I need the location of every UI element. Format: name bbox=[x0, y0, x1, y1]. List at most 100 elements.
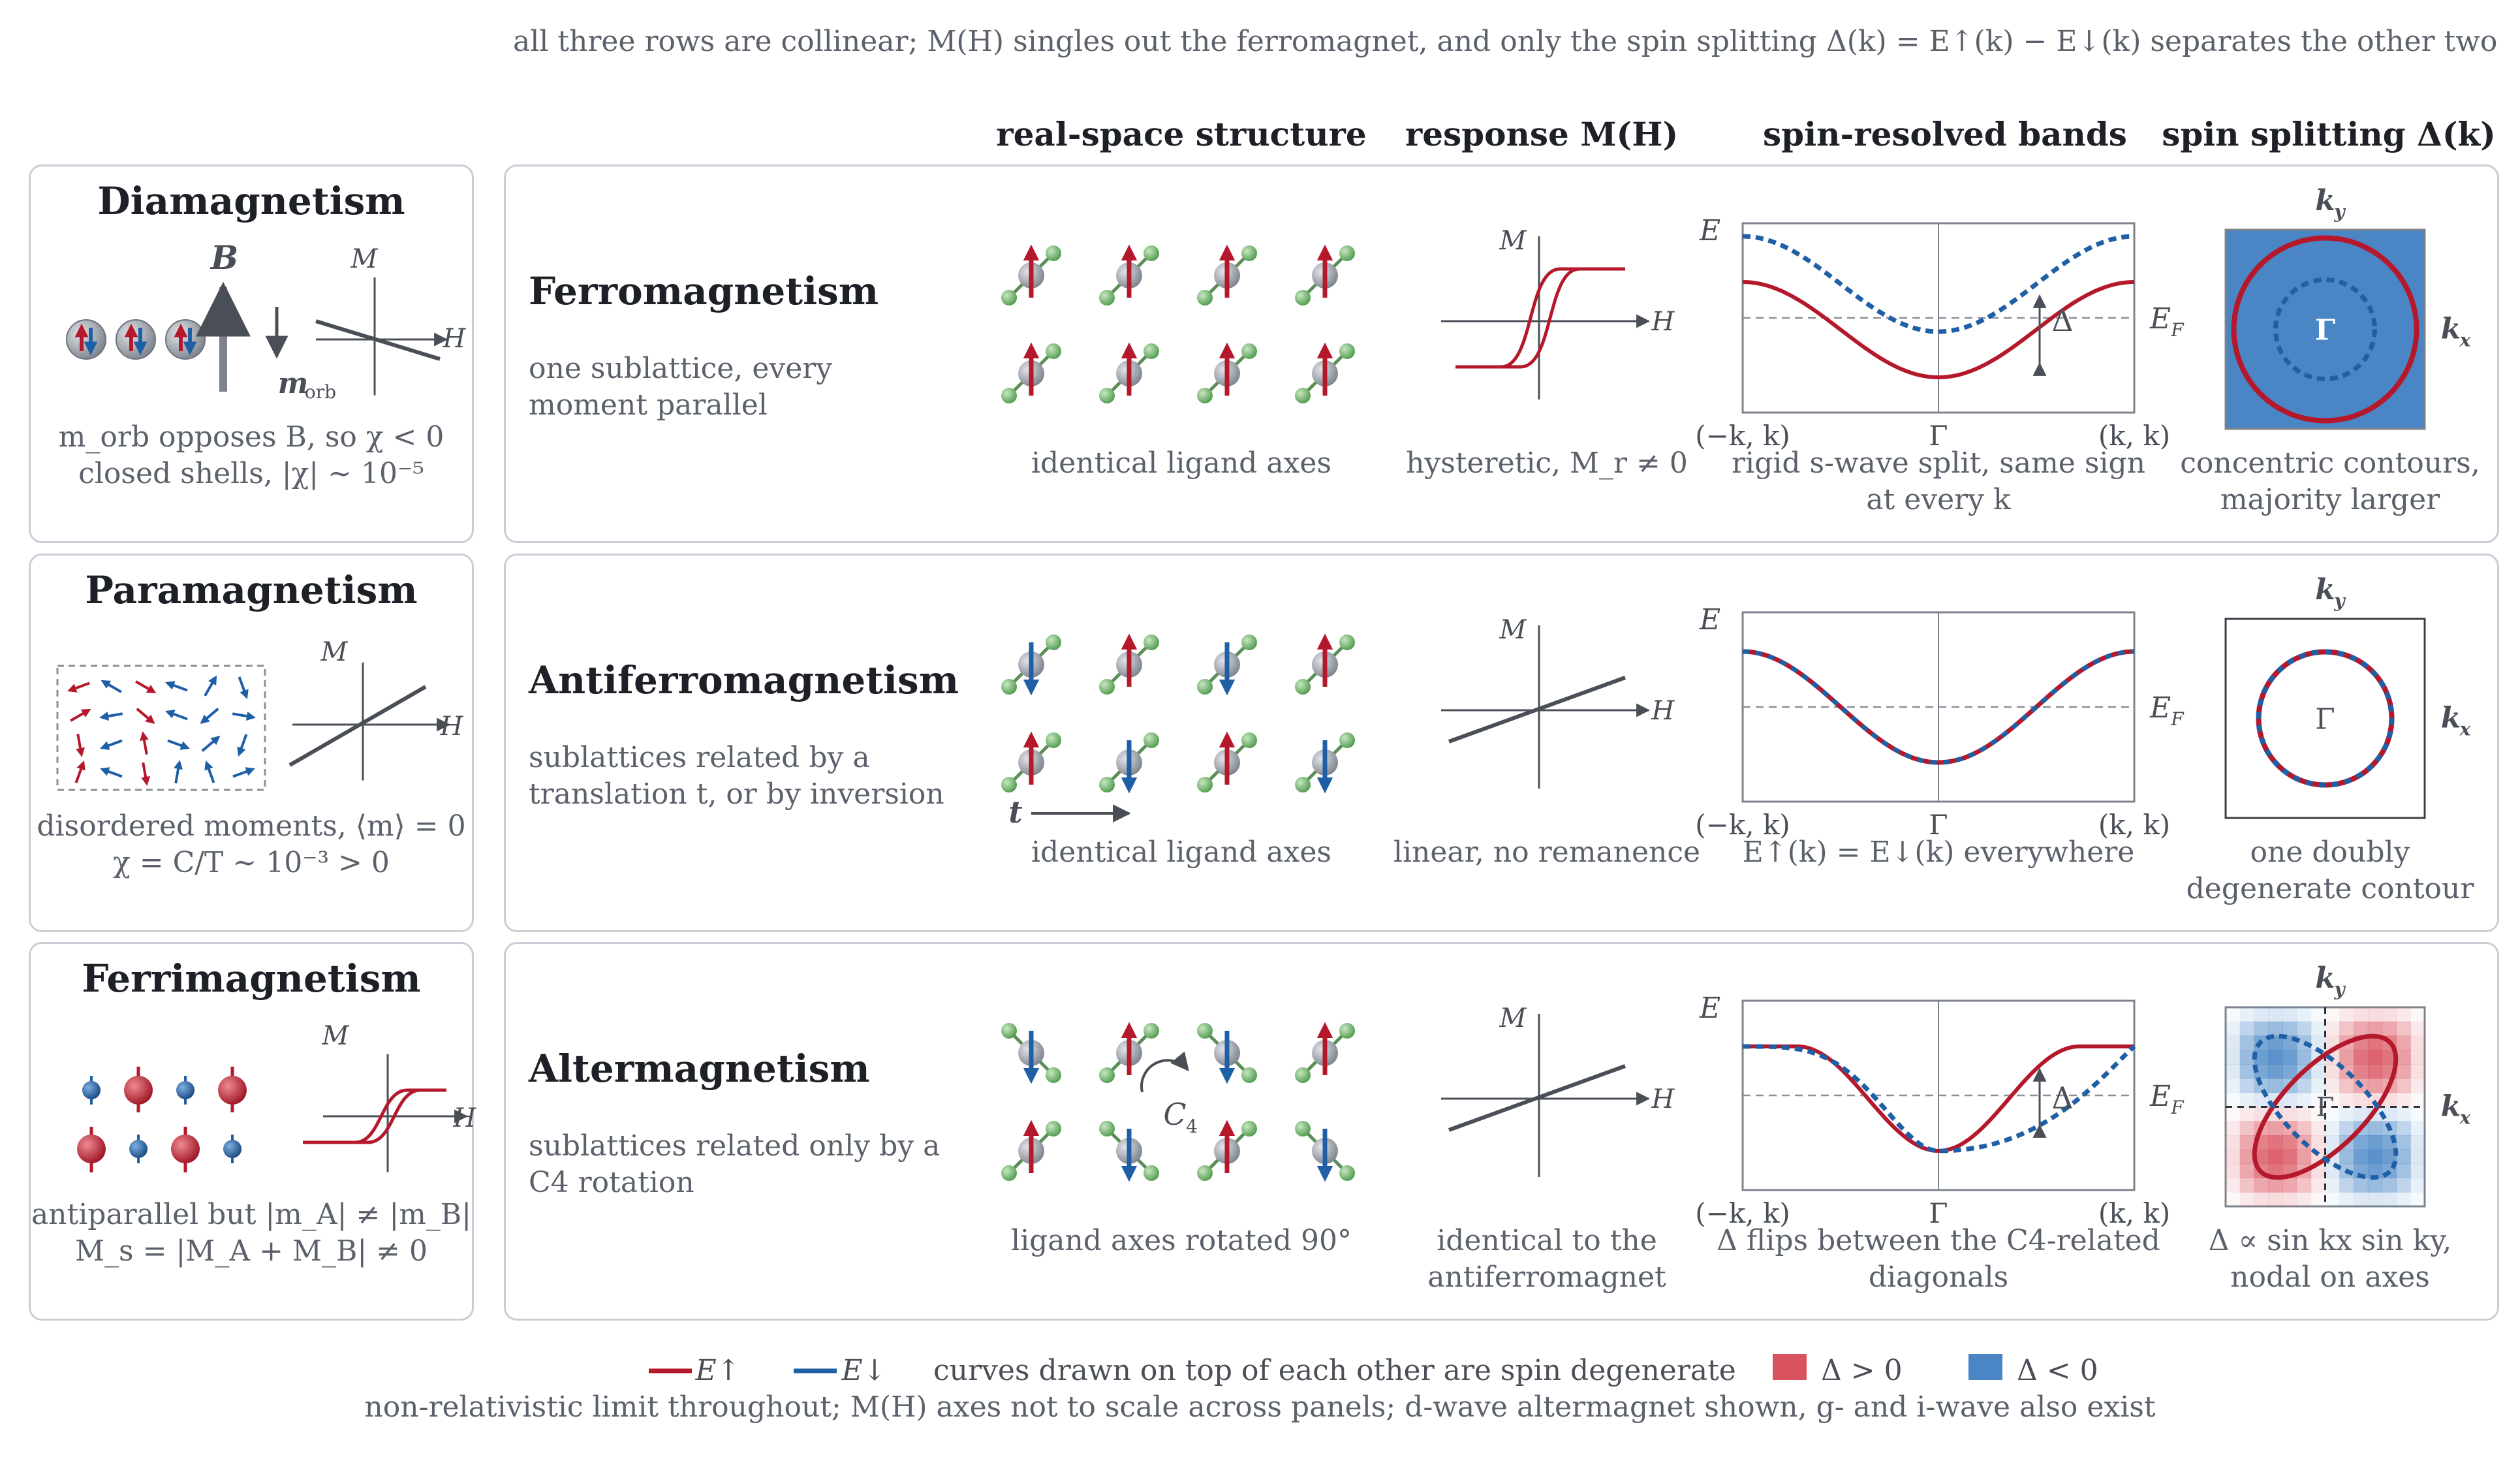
sublattice-b-atom bbox=[223, 1140, 241, 1158]
k-mid-label: Γ bbox=[1929, 1197, 1948, 1229]
legend-pos-swatch bbox=[1773, 1354, 1807, 1380]
bands-caption-1: E↑(k) = E↓(k) everywhere bbox=[1742, 836, 2135, 869]
structure-site-ligand bbox=[1046, 1067, 1061, 1083]
bottom-note: non-relativistic limit throughout; M(H) … bbox=[364, 1390, 2156, 1424]
random-moment-arrow bbox=[100, 767, 123, 778]
splitting-cell bbox=[2239, 1035, 2255, 1050]
splitting-cell bbox=[2296, 1050, 2312, 1065]
splitting-cell bbox=[2410, 1178, 2425, 1193]
kx-subscript: x bbox=[2459, 330, 2471, 351]
structure-site-ligand bbox=[1001, 1165, 1017, 1181]
response-caption-2: identical to the antiferromagnet bbox=[1427, 1224, 1666, 1294]
k-left-label: (−k, k) bbox=[1695, 809, 1790, 841]
structure-caption-0: identical ligand axes bbox=[1031, 447, 1331, 480]
structure-caption-2: ligand axes rotated 90° bbox=[1011, 1224, 1352, 1257]
hysteresis-branch-b bbox=[1455, 267, 1625, 369]
splitting-cell bbox=[2339, 1021, 2354, 1037]
kx-label: k bbox=[2441, 1090, 2461, 1123]
random-moment-arrow bbox=[204, 675, 217, 697]
energy-label: E bbox=[1699, 603, 1720, 636]
response-m-label: M bbox=[1499, 1003, 1527, 1033]
structure-site-ligand bbox=[1241, 245, 1257, 261]
translation-label: t bbox=[1008, 794, 1022, 830]
majority-contour bbox=[2231, 235, 2419, 424]
splitting-cell bbox=[2367, 1192, 2383, 1207]
splitting-cell bbox=[2226, 1050, 2241, 1065]
splitting-cell bbox=[2367, 1064, 2383, 1079]
para-h-label: H bbox=[440, 712, 464, 742]
splitting-cell bbox=[2410, 1007, 2425, 1022]
random-moment-arrow bbox=[174, 760, 183, 784]
structure-site-ligand bbox=[1339, 1023, 1355, 1039]
splitting-cell bbox=[2282, 1192, 2297, 1207]
column-header-3: spin splitting Δ(k) bbox=[2162, 115, 2496, 153]
delta-label: Δ bbox=[2051, 1080, 2073, 1116]
structure-1: t bbox=[1001, 633, 1355, 830]
sublattice-a-atom bbox=[77, 1135, 106, 1163]
structure-site-ligand bbox=[1046, 1121, 1061, 1137]
k-right-label: (k, k) bbox=[2098, 809, 2170, 841]
splitting-cell bbox=[2396, 1092, 2411, 1107]
splitting-cell bbox=[2282, 1021, 2297, 1037]
orb-subscript: orb bbox=[305, 381, 336, 403]
random-moment-arrow bbox=[135, 680, 157, 694]
structure-site-ligand bbox=[1143, 245, 1159, 261]
column-header-2: spin-resolved bands bbox=[1763, 115, 2127, 153]
response-caption-1: linear, no remanence bbox=[1393, 836, 1701, 869]
ferri-h-label: H bbox=[453, 1103, 477, 1133]
structure-site-ligand bbox=[1046, 732, 1061, 748]
left-panel-title-2: Ferrimagnetism bbox=[82, 956, 421, 1001]
legend-pos-label: Δ > 0 bbox=[1821, 1354, 1903, 1387]
splitting-cell bbox=[2268, 1135, 2283, 1150]
structure-site-ligand bbox=[1339, 343, 1355, 359]
splitting-cell bbox=[2382, 1192, 2397, 1207]
splitting-cell bbox=[2325, 1064, 2340, 1079]
splitting-cell bbox=[2382, 1178, 2397, 1193]
structure-site-ligand bbox=[1099, 777, 1115, 792]
ef-subscript: F bbox=[2170, 319, 2185, 341]
top-note: all three rows are collinear; M(H) singl… bbox=[513, 25, 2498, 58]
response-1: MH bbox=[1441, 615, 1675, 789]
k-mid-label: Γ bbox=[1929, 809, 1948, 841]
column-header-0: real-space structure bbox=[996, 115, 1367, 153]
splitting-cell bbox=[2396, 1163, 2411, 1178]
splitting-cell bbox=[2226, 1121, 2241, 1136]
splitting-cell bbox=[2268, 1050, 2283, 1065]
rotation-label: C bbox=[1163, 1097, 1186, 1132]
bands-0: EE F(−k, k) Γ (k, k)Δ bbox=[1695, 214, 2185, 452]
splitting-caption-2: Δ ∝ sin kx sin ky, nodal on axes bbox=[2208, 1224, 2452, 1294]
splitting-cell bbox=[2410, 1163, 2425, 1178]
random-moment-arrow bbox=[204, 761, 215, 783]
splitting-cell bbox=[2254, 1007, 2269, 1022]
splitting-cell bbox=[2226, 1106, 2241, 1122]
random-moment-arrow bbox=[232, 767, 255, 778]
splitting-cell bbox=[2367, 1078, 2383, 1093]
degenerate-contour-down bbox=[2256, 649, 2395, 788]
splitting-cell bbox=[2226, 1007, 2241, 1022]
dia-h-label: H bbox=[443, 324, 467, 354]
ky-label: k bbox=[2315, 573, 2335, 606]
response-h-label: H bbox=[1651, 307, 1675, 337]
left-panel-0 bbox=[29, 165, 474, 543]
splitting-cell bbox=[2354, 1007, 2369, 1022]
splitting-cell bbox=[2296, 1192, 2312, 1207]
splitting-cell bbox=[2226, 1035, 2241, 1050]
splitting-cell bbox=[2226, 1064, 2241, 1079]
splitting-cell bbox=[2325, 1106, 2340, 1122]
bands-caption-2: Δ flips between the C4-related diagonals bbox=[1717, 1224, 2160, 1294]
splitting-cell bbox=[2367, 1050, 2383, 1065]
splitting-cell bbox=[2339, 1121, 2354, 1136]
row-title-0: Ferromagnetism bbox=[529, 269, 879, 313]
splitting-cell bbox=[2226, 1135, 2241, 1150]
structure-0 bbox=[1001, 244, 1355, 403]
structure-site-ligand bbox=[1143, 343, 1159, 359]
left-panel-2 bbox=[29, 942, 474, 1321]
splitting-cell bbox=[2339, 1192, 2354, 1207]
splitting-cell bbox=[2410, 1149, 2425, 1165]
para-m-label: M bbox=[320, 637, 349, 667]
structure-site-ligand bbox=[1241, 1121, 1257, 1137]
splitting-cell bbox=[2226, 1192, 2241, 1207]
random-moment-arrow bbox=[99, 712, 123, 721]
splitting-cell bbox=[2268, 1163, 2283, 1178]
